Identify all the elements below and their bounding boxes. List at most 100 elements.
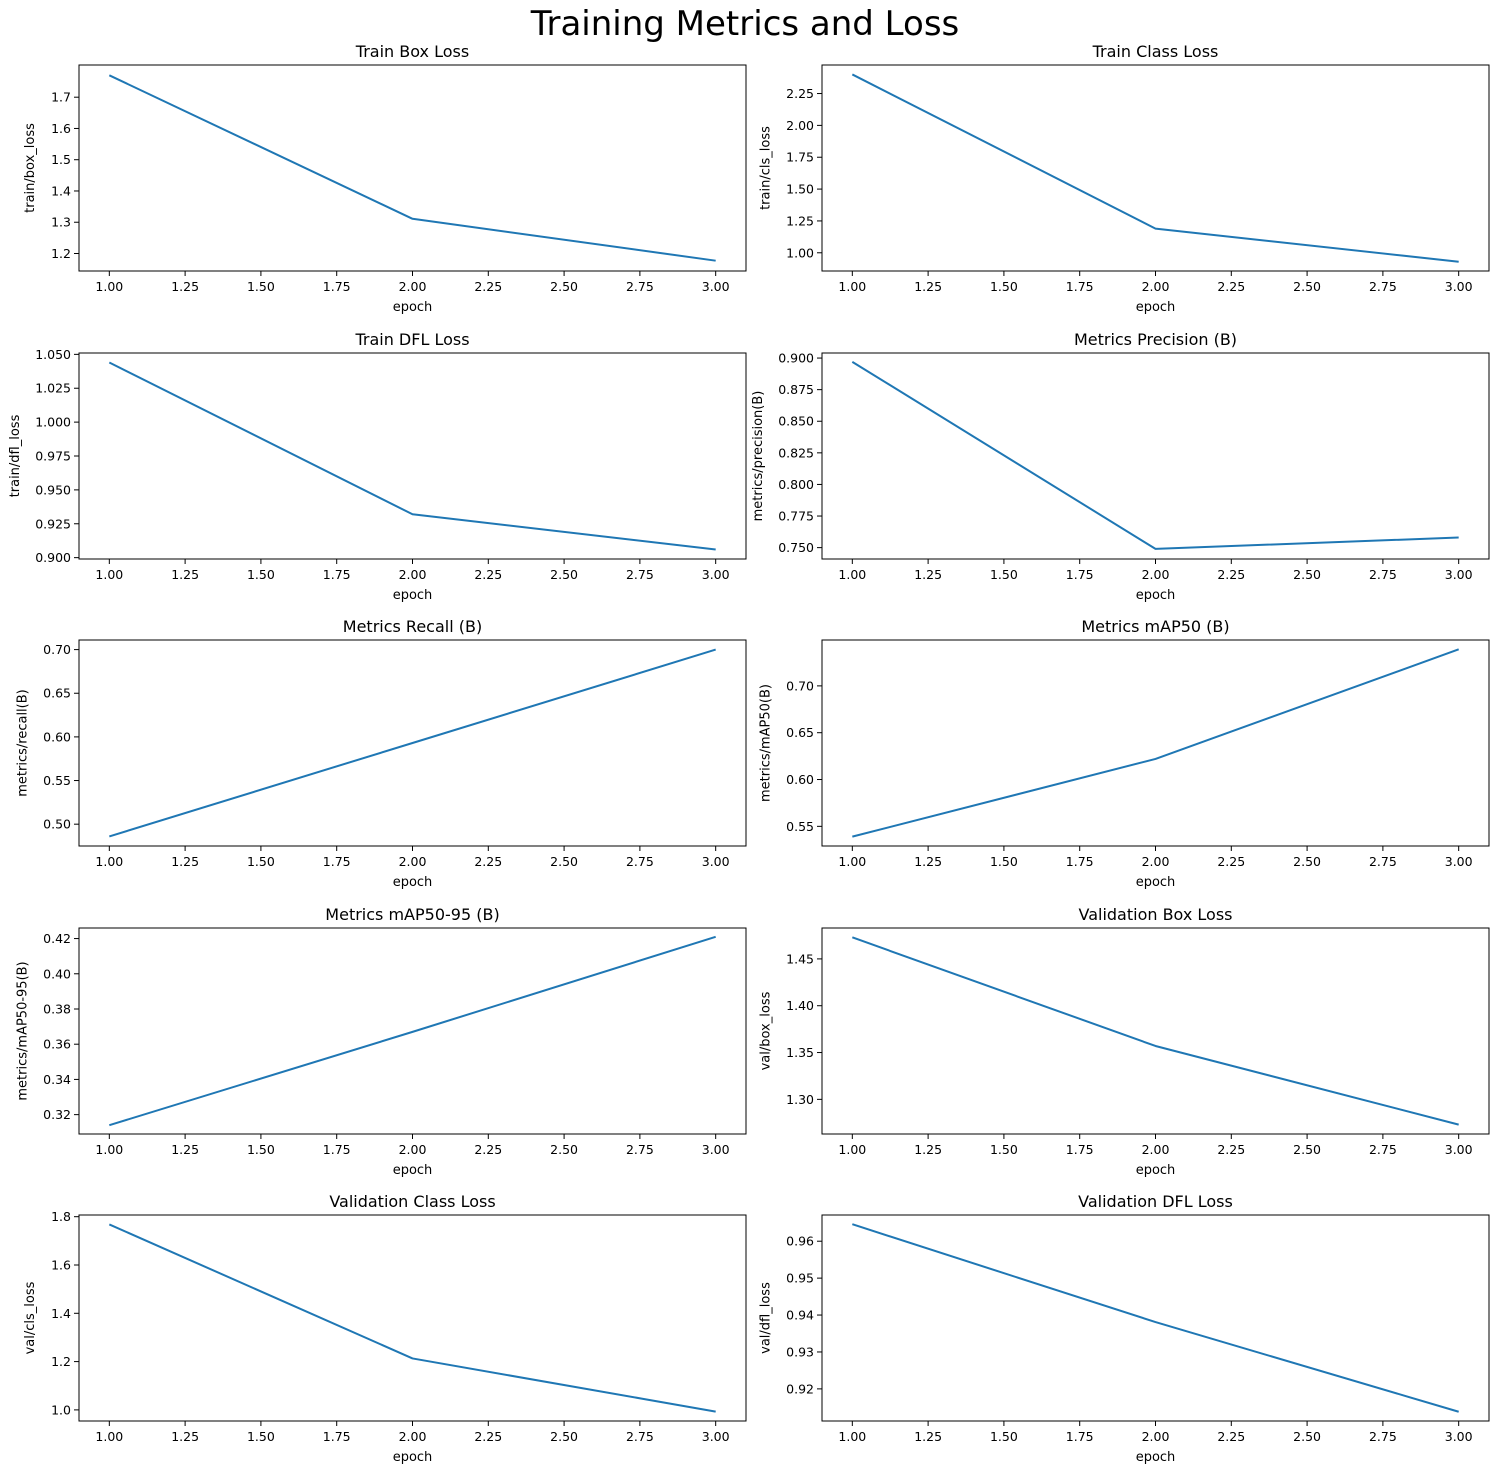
x-tick-label: 2.00 [399,854,427,869]
subplot-title: Metrics Recall (B) [343,617,482,636]
y-tick-label: 1.0 [51,1402,71,1417]
x-tick-label: 1.00 [95,567,123,582]
y-tick-label: 0.95 [786,1271,814,1286]
x-tick-label: 1.25 [914,854,942,869]
y-tick-label: 1.00 [786,245,814,260]
x-tick-label: 3.00 [1445,1142,1473,1157]
series-line [108,1223,716,1413]
x-axis-label: epoch [393,300,433,315]
y-tick-label: 0.34 [43,1072,71,1087]
y-tick-label: 0.900 [778,351,814,366]
x-tick-label: 2.25 [474,1429,502,1444]
subplot-title: Train Box Loss [355,42,469,61]
x-tick-label: 2.00 [1142,1429,1170,1444]
x-tick-label: 1.50 [247,854,275,869]
y-tick-label: 1.7 [51,90,71,105]
y-tick-label: 1.75 [786,150,814,165]
axes-frame [821,64,1490,272]
y-tick-label: 0.825 [778,445,814,460]
y-tick-label: 1.30 [786,1092,814,1107]
x-tick-label: 2.00 [399,1142,427,1157]
series-line [852,648,1460,838]
x-tick-label: 2.50 [1293,567,1321,582]
y-tick-label: 1.2 [51,246,71,261]
x-tick-label: 3.00 [1445,279,1473,294]
x-axis-label: epoch [1136,1450,1176,1465]
y-axis-label: metrics/mAP50-95(B) [16,961,31,1100]
x-tick-label: 1.50 [247,567,275,582]
subplot-title: Train DFL Loss [354,330,469,349]
y-tick-label: 2.00 [786,118,814,133]
axes-frame [78,927,747,1135]
y-axis-label: metrics/mAP50(B) [759,684,774,802]
axes-frame [78,639,747,847]
x-tick-label: 3.00 [1445,567,1473,582]
y-tick-label: 0.96 [786,1234,814,1249]
x-tick-label: 2.00 [399,1429,427,1444]
x-tick-label: 2.00 [399,279,427,294]
x-tick-label: 2.75 [1369,854,1397,869]
x-tick-label: 1.25 [171,567,199,582]
y-tick-label: 1.000 [35,415,71,430]
subplot-title: Train Class Loss [1092,42,1219,61]
x-tick-label: 1.50 [990,279,1018,294]
y-tick-label: 0.875 [778,382,814,397]
x-tick-label: 1.75 [1066,1142,1094,1157]
x-tick-label: 1.50 [990,567,1018,582]
y-tick-label: 0.850 [778,414,814,429]
x-tick-label: 1.50 [990,1142,1018,1157]
x-tick-label: 2.25 [1217,567,1245,582]
subplot-title: Metrics mAP50 (B) [1081,617,1229,636]
x-tick-label: 2.25 [474,279,502,294]
x-tick-label: 1.75 [323,1142,351,1157]
x-tick-label: 2.00 [399,567,427,582]
y-axis-label: val/box_loss [759,991,774,1070]
x-tick-label: 1.00 [838,279,866,294]
x-tick-label: 1.75 [323,279,351,294]
y-tick-label: 0.60 [786,772,814,787]
x-tick-label: 1.00 [838,854,866,869]
x-tick-label: 1.00 [95,854,123,869]
y-tick-label: 1.35 [786,1045,814,1060]
y-tick-label: 1.6 [51,1257,71,1272]
axes-frame [78,352,747,560]
x-tick-label: 1.50 [990,1429,1018,1444]
x-tick-label: 2.25 [1217,1142,1245,1157]
y-tick-label: 1.4 [51,1306,71,1321]
x-tick-label: 1.25 [171,1142,199,1157]
y-tick-label: 0.38 [43,1001,71,1016]
x-axis-label: epoch [393,1450,433,1465]
x-axis-label: epoch [1136,875,1176,890]
y-tick-label: 0.65 [786,725,814,740]
y-axis-label: val/cls_loss [23,1281,38,1354]
y-axis-label: train/dfl_loss [8,414,23,497]
x-tick-label: 2.50 [550,1429,578,1444]
x-axis-label: epoch [393,875,433,890]
y-tick-label: 0.750 [778,540,814,555]
series-line [852,1223,1459,1413]
x-tick-label: 1.75 [323,567,351,582]
x-tick-label: 1.50 [247,279,275,294]
x-tick-label: 2.50 [550,854,578,869]
x-tick-label: 2.25 [474,1142,502,1157]
y-tick-label: 0.950 [35,482,71,497]
x-tick-label: 2.75 [1369,279,1397,294]
y-tick-label: 0.40 [43,966,71,981]
x-tick-label: 2.75 [626,1142,654,1157]
y-tick-label: 0.93 [786,1344,814,1359]
x-tick-label: 2.50 [1293,279,1321,294]
y-tick-label: 0.65 [43,686,71,701]
x-axis-label: epoch [393,588,433,603]
x-tick-label: 2.75 [1369,1142,1397,1157]
y-tick-label: 0.36 [43,1037,71,1052]
y-tick-label: 1.4 [51,183,71,198]
axes-frame [821,352,1490,560]
y-tick-label: 1.45 [786,951,814,966]
y-tick-label: 0.975 [35,449,71,464]
x-tick-label: 1.25 [914,567,942,582]
y-axis-label: train/box_loss [23,123,38,213]
axes-frame [821,927,1490,1135]
y-tick-label: 1.50 [786,182,814,197]
x-tick-label: 1.00 [95,279,123,294]
